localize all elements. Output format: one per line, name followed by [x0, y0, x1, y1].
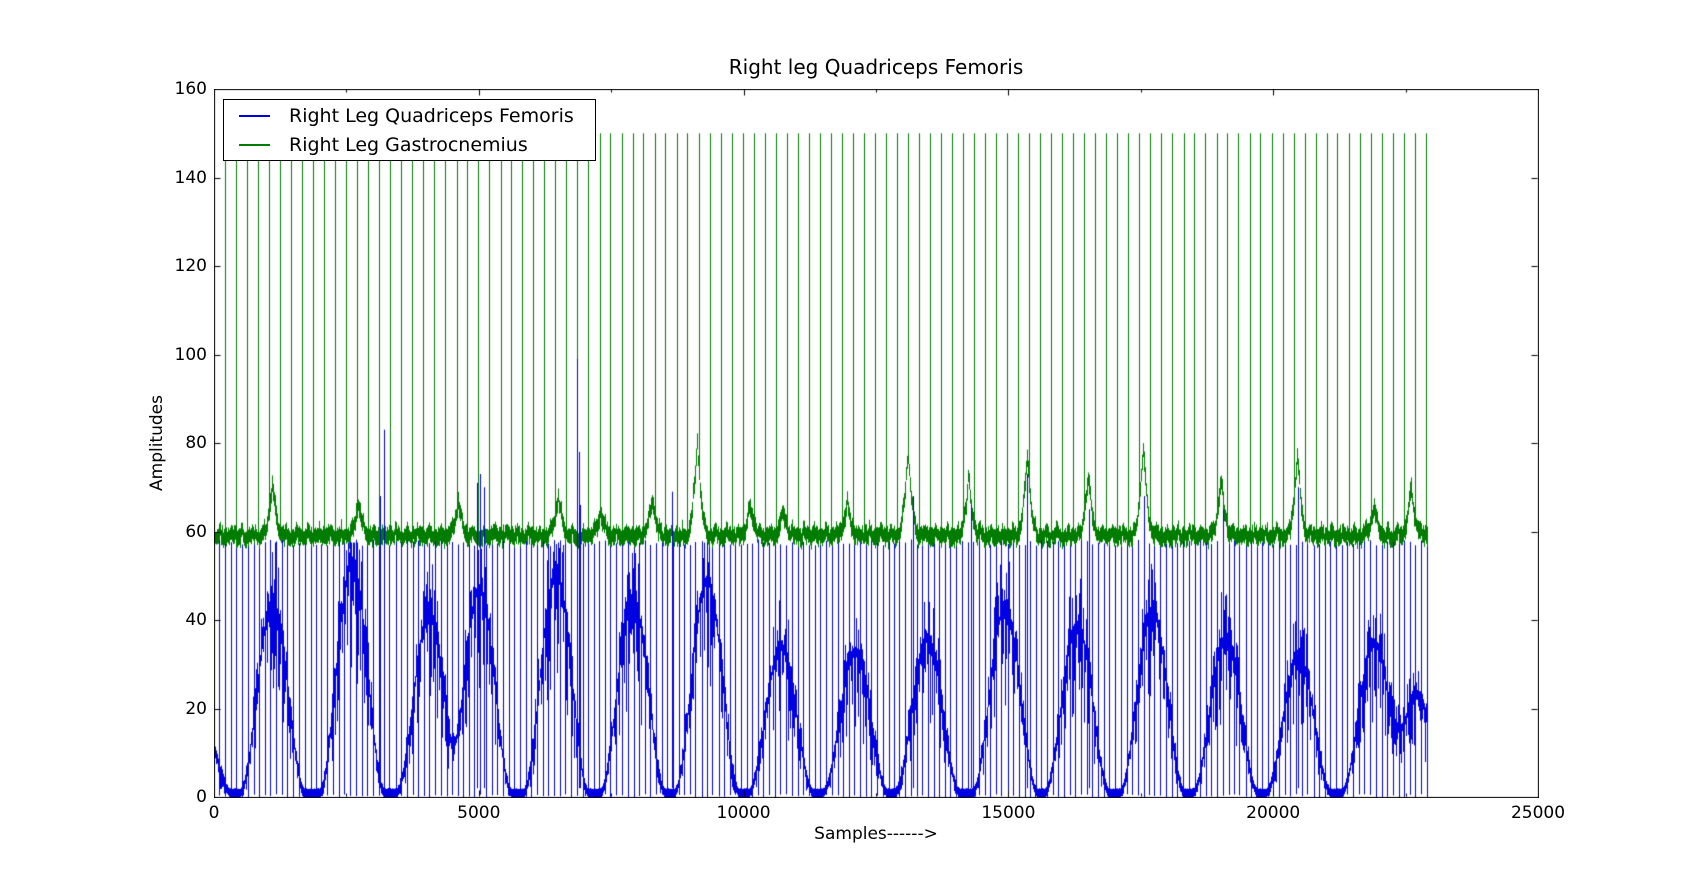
y-tick-label: 40 [185, 610, 207, 630]
x-tick-label: 0 [208, 803, 220, 823]
y-tick-label: 160 [174, 79, 207, 99]
legend-label: Right Leg Quadriceps Femoris [289, 104, 574, 127]
y-tick-label: 140 [174, 167, 207, 188]
y-tick-label: 100 [174, 344, 207, 365]
y-tick-label: 120 [174, 256, 207, 276]
legend-line-gastrocnemius [239, 143, 270, 146]
x-axis-label: Samples------> [814, 824, 938, 844]
y-tick-label: 0 [196, 787, 207, 807]
legend-line-quadriceps [239, 114, 270, 117]
legend-item: Right Leg Gastrocnemius [224, 130, 595, 159]
x-tick-label: 20000 [1246, 803, 1301, 823]
chart-title: Right leg Quadriceps Femoris [728, 55, 1024, 79]
plot-canvas [214, 89, 1539, 798]
x-tick-label: 15000 [981, 803, 1036, 823]
x-tick-label: 5000 [457, 803, 501, 823]
legend: Right Leg Quadriceps Femoris Right Leg G… [223, 99, 596, 161]
x-tick-label: 25000 [1510, 803, 1566, 823]
legend-label: Right Leg Gastrocnemius [289, 133, 528, 156]
x-tick-label: 10000 [716, 803, 771, 823]
legend-item: Right Leg Quadriceps Femoris [224, 101, 595, 130]
y-tick-label: 20 [185, 698, 207, 719]
y-tick-label: 60 [185, 521, 207, 542]
y-tick-label: 80 [185, 433, 207, 453]
